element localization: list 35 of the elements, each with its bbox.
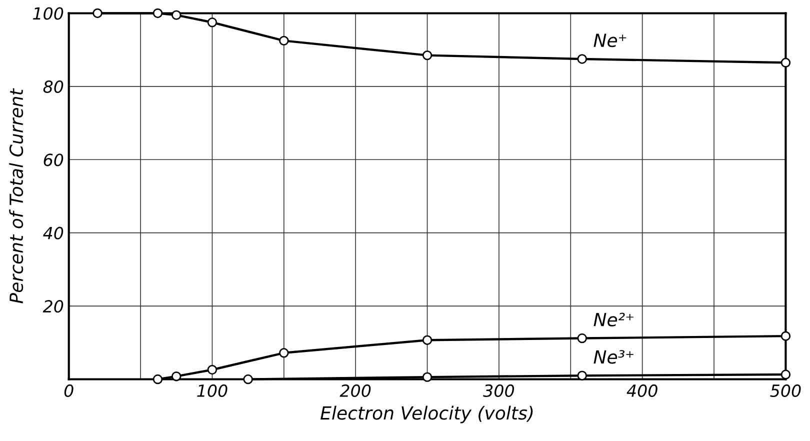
point	[577, 54, 587, 64]
point	[279, 348, 289, 358]
x-tick-label: 300	[483, 384, 514, 398]
point	[577, 370, 587, 380]
point	[92, 8, 102, 18]
point	[422, 372, 432, 382]
point	[279, 36, 289, 46]
point	[780, 331, 791, 341]
x-tick-label: 100	[197, 384, 228, 398]
point	[243, 374, 253, 384]
series-label: Ne³⁺	[594, 350, 634, 364]
y-tick-label: 20	[42, 300, 64, 313]
point	[152, 374, 163, 384]
series-label: Ne²⁺	[594, 312, 634, 326]
x-tick-label: 200	[340, 384, 371, 398]
point	[780, 58, 791, 68]
x-tick-label: 0	[64, 384, 74, 398]
point	[207, 364, 218, 375]
x-axis-title: Electron Velocity (volts)	[320, 406, 533, 424]
x-tick-label: 500	[770, 384, 801, 398]
point	[780, 370, 791, 380]
point	[172, 371, 182, 382]
y-tick-label: 100	[32, 7, 64, 20]
point	[172, 10, 182, 20]
series-label: Ne⁺	[594, 34, 626, 48]
point	[422, 50, 432, 60]
point	[577, 333, 587, 344]
y-tick-label: 40	[43, 226, 64, 240]
point	[422, 335, 432, 345]
y-tick-label: 80	[43, 80, 64, 94]
y-axis-title: Percent of Total Current	[9, 88, 24, 304]
y-tick-label: 60	[44, 154, 64, 166]
x-tick-label: 400	[626, 384, 658, 398]
point	[152, 8, 163, 18]
point	[207, 18, 218, 28]
